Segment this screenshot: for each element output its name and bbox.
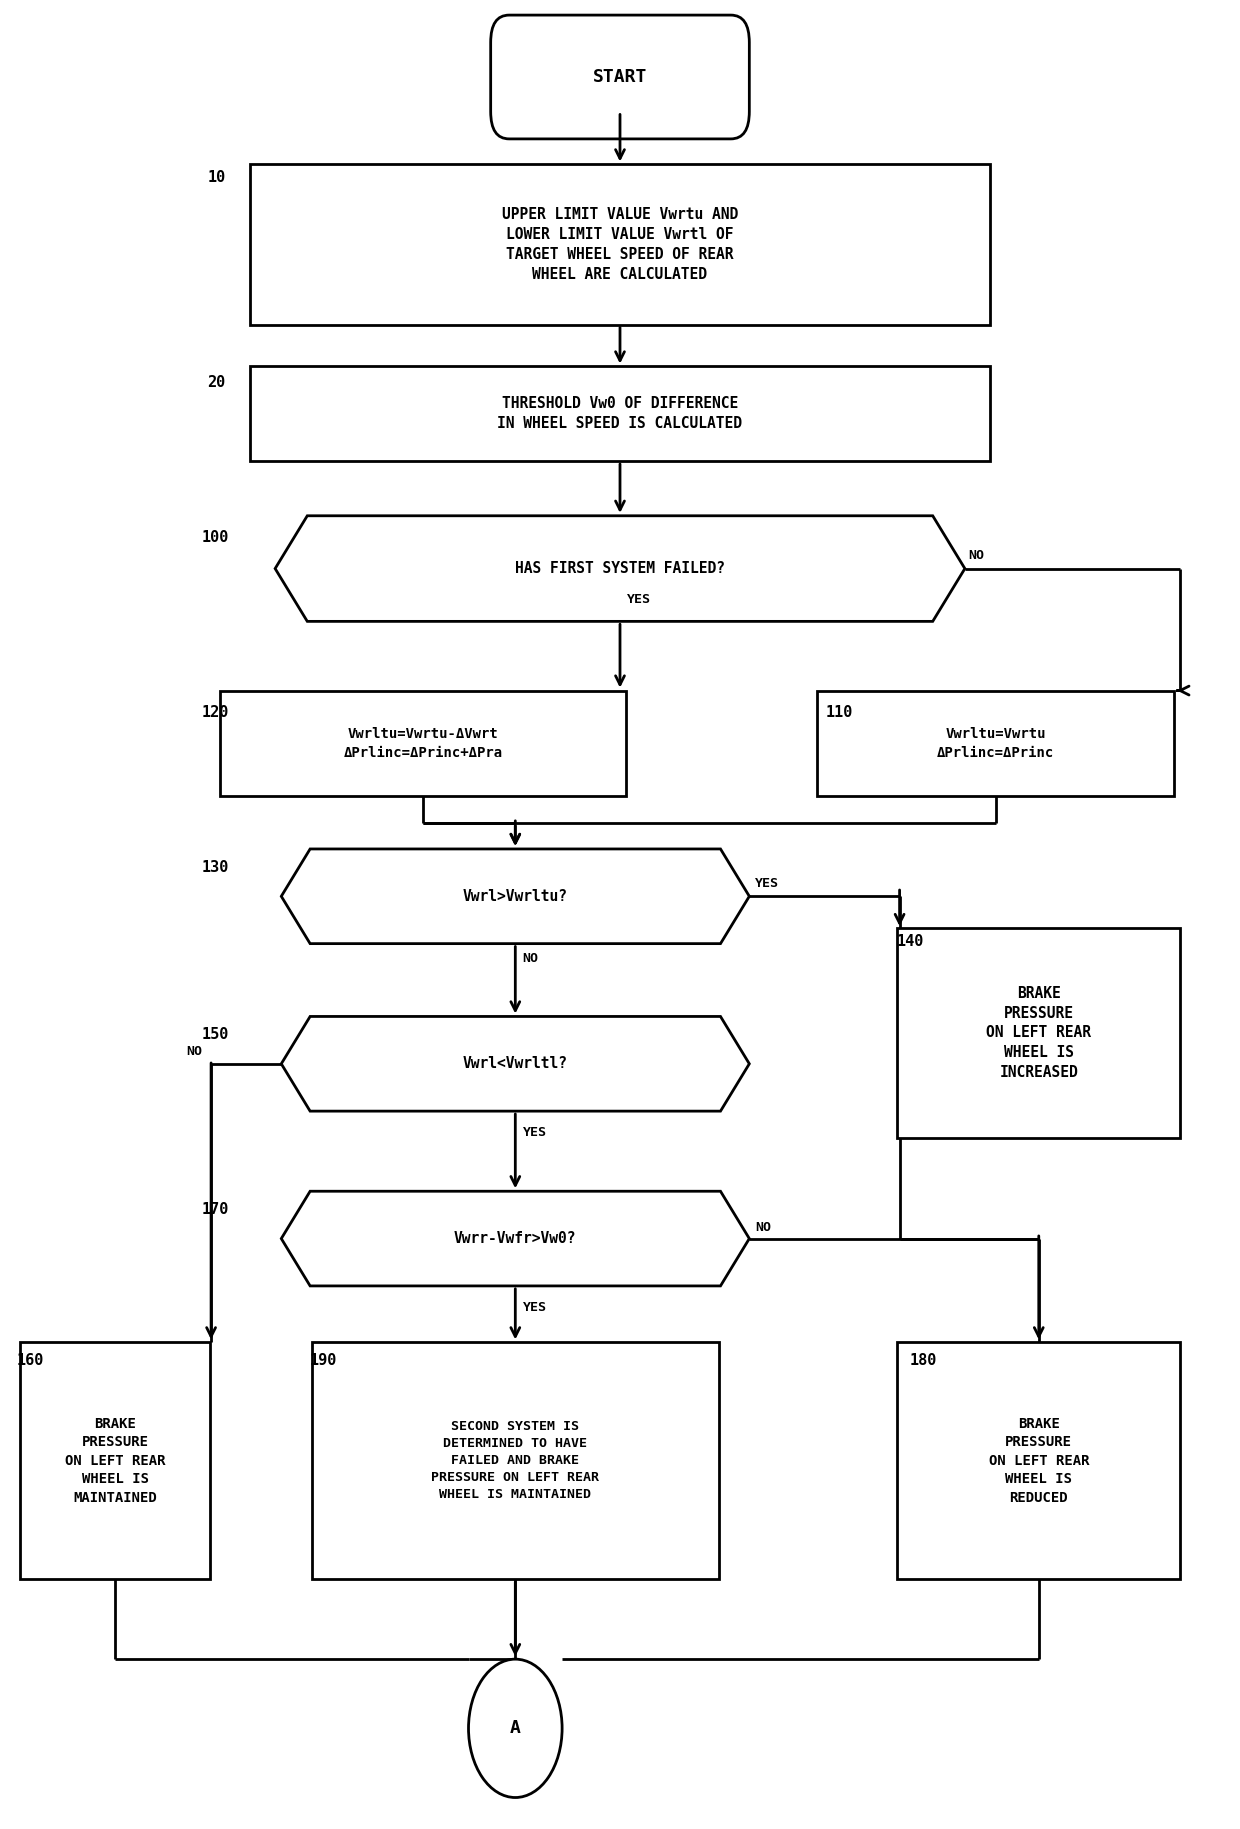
Text: SECOND SYSTEM IS
DETERMINED TO HAVE
FAILED AND BRAKE
PRESSURE ON LEFT REAR
WHEEL: SECOND SYSTEM IS DETERMINED TO HAVE FAIL… [432, 1419, 599, 1502]
Text: 160: 160 [16, 1353, 43, 1368]
Text: YES: YES [755, 878, 780, 891]
Polygon shape [275, 516, 965, 622]
Text: 140: 140 [897, 935, 925, 949]
Bar [312, 1342, 718, 1578]
Text: 130: 130 [201, 860, 228, 874]
Text: 110: 110 [826, 704, 853, 721]
Text: 20: 20 [207, 375, 226, 390]
Text: 150: 150 [201, 1028, 228, 1043]
Text: BRAKE
PRESSURE
ON LEFT REAR
WHEEL IS
MAINTAINED: BRAKE PRESSURE ON LEFT REAR WHEEL IS MAI… [64, 1417, 165, 1505]
Text: BRAKE
PRESSURE
ON LEFT REAR
WHEEL IS
REDUCED: BRAKE PRESSURE ON LEFT REAR WHEEL IS RED… [988, 1417, 1089, 1505]
FancyBboxPatch shape [491, 15, 749, 139]
Text: BRAKE
PRESSURE
ON LEFT REAR
WHEEL IS
INCREASED: BRAKE PRESSURE ON LEFT REAR WHEEL IS INC… [986, 986, 1091, 1079]
Bar [817, 691, 1174, 796]
Polygon shape [281, 849, 749, 944]
Text: START: START [593, 68, 647, 86]
Text: HAS FIRST SYSTEM FAILED?: HAS FIRST SYSTEM FAILED? [515, 562, 725, 576]
Polygon shape [281, 1191, 749, 1286]
Text: Vwrr-Vwfr>Vw0?: Vwrr-Vwfr>Vw0? [454, 1231, 577, 1246]
Text: YES: YES [627, 593, 651, 605]
Text: NO: NO [523, 951, 538, 964]
Text: Vwrl>Vwrltu?: Vwrl>Vwrltu? [463, 889, 568, 904]
Circle shape [469, 1659, 562, 1798]
Text: 100: 100 [201, 530, 228, 545]
Bar [250, 165, 990, 324]
Text: NO: NO [968, 549, 985, 562]
Polygon shape [281, 1017, 749, 1112]
Bar [897, 1342, 1180, 1578]
Bar [20, 1342, 211, 1578]
Text: YES: YES [523, 1127, 547, 1139]
Text: Vwrltu=Vwrtu-ΔVwrt
ΔPrlinc=ΔPrinc+ΔPra: Vwrltu=Vwrtu-ΔVwrt ΔPrlinc=ΔPrinc+ΔPra [343, 728, 502, 759]
Text: YES: YES [523, 1300, 547, 1315]
Text: 10: 10 [207, 170, 226, 185]
Bar [897, 927, 1180, 1138]
Bar [219, 691, 626, 796]
Text: A: A [510, 1719, 521, 1738]
Bar [250, 366, 990, 461]
Text: UPPER LIMIT VALUE Vwrtu AND
LOWER LIMIT VALUE Vwrtl OF
TARGET WHEEL SPEED OF REA: UPPER LIMIT VALUE Vwrtu AND LOWER LIMIT … [502, 207, 738, 282]
Text: Vwrl<Vwrltl?: Vwrl<Vwrltl? [463, 1057, 568, 1072]
Text: NO: NO [755, 1222, 771, 1235]
Text: Vwrltu=Vwrtu
ΔPrlinc=ΔPrinc: Vwrltu=Vwrtu ΔPrlinc=ΔPrinc [937, 728, 1054, 759]
Text: 190: 190 [310, 1353, 337, 1368]
Text: 120: 120 [201, 704, 228, 721]
Text: NO: NO [186, 1044, 202, 1057]
Text: THRESHOLD Vw0 OF DIFFERENCE
IN WHEEL SPEED IS CALCULATED: THRESHOLD Vw0 OF DIFFERENCE IN WHEEL SPE… [497, 397, 743, 432]
Text: 170: 170 [201, 1202, 228, 1216]
Text: 180: 180 [909, 1353, 936, 1368]
